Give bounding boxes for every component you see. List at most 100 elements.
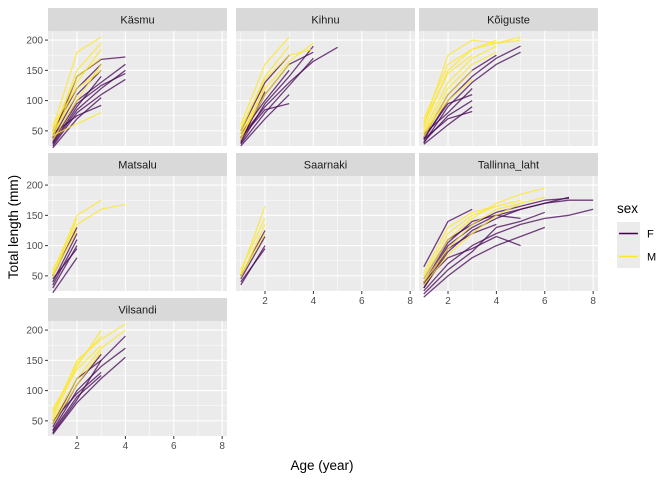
facet-strip-label: Käsmu [120, 15, 154, 27]
x-tick-label: 4 [123, 441, 129, 452]
facet-strip-label: Matsalu [118, 160, 157, 172]
facet-panel: Käsmu 50 100 150 200 [26, 8, 227, 149]
series-line-f [240, 54, 290, 132]
series-line-m [423, 69, 473, 138]
series-line-f [240, 102, 290, 139]
panel-background [48, 176, 227, 291]
series-line-m [240, 48, 314, 129]
series-line-m [423, 45, 497, 132]
x-axis-title: Age (year) [290, 458, 353, 473]
series-line-f [423, 196, 570, 289]
series-line-m [52, 94, 78, 133]
legend: sex F M [617, 201, 656, 268]
facet-strip [236, 8, 415, 31]
y-tick-label: 150 [26, 66, 43, 77]
series-line-f [423, 208, 594, 292]
series-line-f [423, 214, 521, 284]
facet-strip-label: Kihnu [311, 15, 339, 27]
series-line-f [52, 239, 78, 286]
y-tick-label: 200 [26, 181, 43, 192]
series-line-m [52, 350, 102, 425]
series-line-f [423, 106, 473, 145]
facet-panel: Kõiguste [419, 8, 598, 146]
facet-strip [48, 298, 227, 321]
series-line-m [423, 54, 473, 123]
y-axis-title: Total length (mm) [6, 175, 21, 279]
facet-strip [236, 153, 415, 176]
facet-strip [48, 8, 227, 31]
panel-background [419, 176, 598, 291]
x-tick-label: 6 [542, 296, 548, 307]
facet-panel: Vilsandi 50 100 150 200 2 4 6 8 [26, 298, 227, 452]
legend-label-m: M [647, 252, 656, 264]
series-line-f [240, 248, 266, 283]
facet-strip [419, 153, 598, 176]
series-line-f [52, 347, 126, 431]
series-line-f [423, 45, 521, 141]
series-line-m [52, 230, 78, 276]
legend-title: sex [617, 201, 638, 216]
series-line-f [240, 236, 266, 280]
series-line-m [423, 199, 521, 277]
panel-background [236, 31, 415, 146]
series-line-f [240, 57, 314, 145]
series-line-f [423, 51, 521, 144]
y-tick-label: 50 [32, 271, 44, 282]
y-tick-label: 100 [26, 241, 43, 252]
x-tick-label: 6 [171, 441, 177, 452]
facet-panel: Saarnaki 2 4 6 8 [236, 153, 415, 307]
series-line-f [52, 375, 102, 432]
series-line-m [423, 51, 497, 135]
series-line-m [240, 85, 266, 141]
series-line-f [423, 208, 473, 268]
x-tick-label: 2 [445, 296, 451, 307]
y-tick-label: 50 [32, 416, 44, 427]
series-line-m [240, 36, 290, 126]
series-line-m [423, 39, 497, 120]
y-tick-label: 50 [32, 126, 44, 137]
facet-strip [48, 153, 227, 176]
series-line-m [52, 112, 102, 137]
x-tick-label: 8 [590, 296, 596, 307]
axis-titles: Age (year) Total length (mm) [6, 175, 354, 473]
y-tick-label: 100 [26, 96, 43, 107]
y-tick-label: 200 [26, 326, 43, 337]
series-line-f [52, 97, 102, 149]
series-line-f [240, 94, 290, 147]
legend-label-f: F [647, 229, 654, 241]
x-tick-label: 4 [494, 296, 500, 307]
series-line-f [423, 110, 473, 140]
facet-strip [419, 8, 598, 31]
series-line-m [423, 205, 497, 274]
panels: Käsmu 50 100 150 200 Kihnu Kõiguste Matsalu 50 10… [26, 8, 598, 452]
series-line-m [240, 218, 266, 271]
series-line-f [52, 72, 126, 141]
y-tick-label: 200 [26, 36, 43, 47]
x-tick-label: 4 [311, 296, 317, 307]
series-line-f [52, 335, 126, 434]
facet-panel: Kihnu [236, 8, 415, 147]
panel-background [48, 321, 227, 436]
series-line-f [52, 356, 126, 435]
series-line-m [423, 39, 521, 126]
facet-strip-label: Vilsandi [118, 305, 156, 317]
x-tick-label: 8 [219, 441, 225, 452]
y-tick-label: 150 [26, 356, 43, 367]
facet-panel: Matsalu 50 100 150 200 [26, 153, 227, 294]
series-line-f [423, 199, 594, 286]
facet-strip-label: Kõiguste [487, 15, 530, 27]
series-line-m [52, 36, 102, 128]
series-line-f [52, 248, 78, 280]
x-tick-label: 6 [359, 296, 365, 307]
series-line-m [423, 202, 521, 283]
series-line-m [423, 78, 473, 133]
series-line-m [52, 335, 102, 413]
facet-panel: Tallinna_laht 2 4 6 8 [419, 153, 598, 307]
series-line-m [52, 69, 102, 126]
series-line-f [423, 93, 473, 139]
y-tick-label: 100 [26, 386, 43, 397]
series-line-m [52, 329, 102, 419]
series-line-m [423, 196, 545, 286]
panel-background [419, 31, 598, 146]
